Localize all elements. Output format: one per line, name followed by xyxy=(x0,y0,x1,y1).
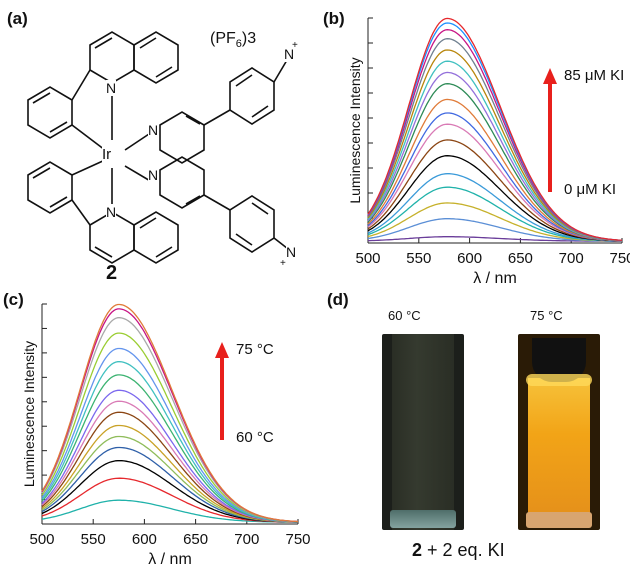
x-tick-label: 750 xyxy=(285,531,310,548)
increase-arrow-head xyxy=(543,68,557,84)
panel-d-label: (d) xyxy=(327,290,349,309)
spectrum-curve xyxy=(367,98,623,242)
panel-a-label: (a) xyxy=(7,9,28,28)
x-tick-label: 650 xyxy=(508,250,533,267)
x-tick-label: 600 xyxy=(132,531,157,548)
increase-arrow-head xyxy=(215,342,229,358)
spectrum-curve xyxy=(41,389,299,523)
arrow-top-label: 75 °C xyxy=(236,341,274,358)
panel-a: (a) (PF6)3 xyxy=(0,0,330,290)
nitrogen-atom: N xyxy=(286,244,297,260)
panel-d: 60 °C 75 °C 2 + 2 eq. KI xyxy=(340,300,630,568)
left-temp-label: 60 °C xyxy=(388,308,421,323)
spectrum-curve xyxy=(367,202,622,242)
y-axis-label: Luminescence Intensity xyxy=(21,341,37,487)
compound-number: 2 xyxy=(106,262,118,284)
charge-plus: + xyxy=(292,40,298,51)
spectrum-curve xyxy=(367,17,623,241)
x-tick-label: 600 xyxy=(457,250,482,267)
counterion-label: (PF6)3 xyxy=(210,30,257,51)
vial-glowing xyxy=(518,334,600,530)
iridium-atom: Ir xyxy=(102,146,112,163)
x-tick-label: 650 xyxy=(183,531,208,548)
charge-plus: + xyxy=(280,258,286,269)
vial-dark xyxy=(382,334,464,530)
panel-b-label: (b) xyxy=(323,9,345,28)
nitrogen-atom: N xyxy=(284,46,295,62)
x-tick-label: 550 xyxy=(81,531,106,548)
arrow-bottom-label: 60 °C xyxy=(236,429,274,446)
x-axis-label: λ / nm xyxy=(148,551,192,568)
chart-c: 500 550 600 650 700 750 λ / nm Luminescence Int… xyxy=(21,303,311,568)
right-temp-label: 75 °C xyxy=(530,308,563,323)
x-tick-label: 500 xyxy=(355,250,380,267)
nitrogen-atom: N xyxy=(106,80,117,96)
arrow-bottom-label: 0 μM KI xyxy=(564,181,616,198)
x-tick-label: 700 xyxy=(234,531,259,548)
spectrum-curve xyxy=(41,499,298,523)
chart-b: 500 550 600 650 700 750 λ / nm Luminescence Int… xyxy=(347,17,630,287)
vials-caption: 2 + 2 eq. KI xyxy=(412,540,505,560)
x-axis-label: λ / nm xyxy=(473,270,517,287)
nitrogen-atom: N xyxy=(106,204,117,220)
spectrum-curve xyxy=(367,139,623,242)
spectrum-curve xyxy=(367,29,623,241)
x-tick-label: 750 xyxy=(609,250,630,267)
arrow-top-label: 85 μM KI xyxy=(564,67,624,84)
spectrum-curve xyxy=(367,218,622,242)
nitrogen-atom: N xyxy=(148,122,159,138)
molecule-structure xyxy=(27,31,293,264)
y-axis-label: Luminescence Intensity xyxy=(347,57,363,203)
x-tick-label: 500 xyxy=(29,531,54,548)
x-tick-label: 700 xyxy=(559,250,584,267)
nitrogen-atom: N xyxy=(148,167,159,183)
x-tick-label: 550 xyxy=(406,250,431,267)
spectrum-curve xyxy=(41,303,299,523)
panel-c-label: (c) xyxy=(3,290,24,309)
spectrum-curve xyxy=(367,236,622,242)
spectrum-curve xyxy=(41,332,299,523)
spectrum-curve xyxy=(41,477,298,523)
spectrum-curve xyxy=(367,173,622,242)
